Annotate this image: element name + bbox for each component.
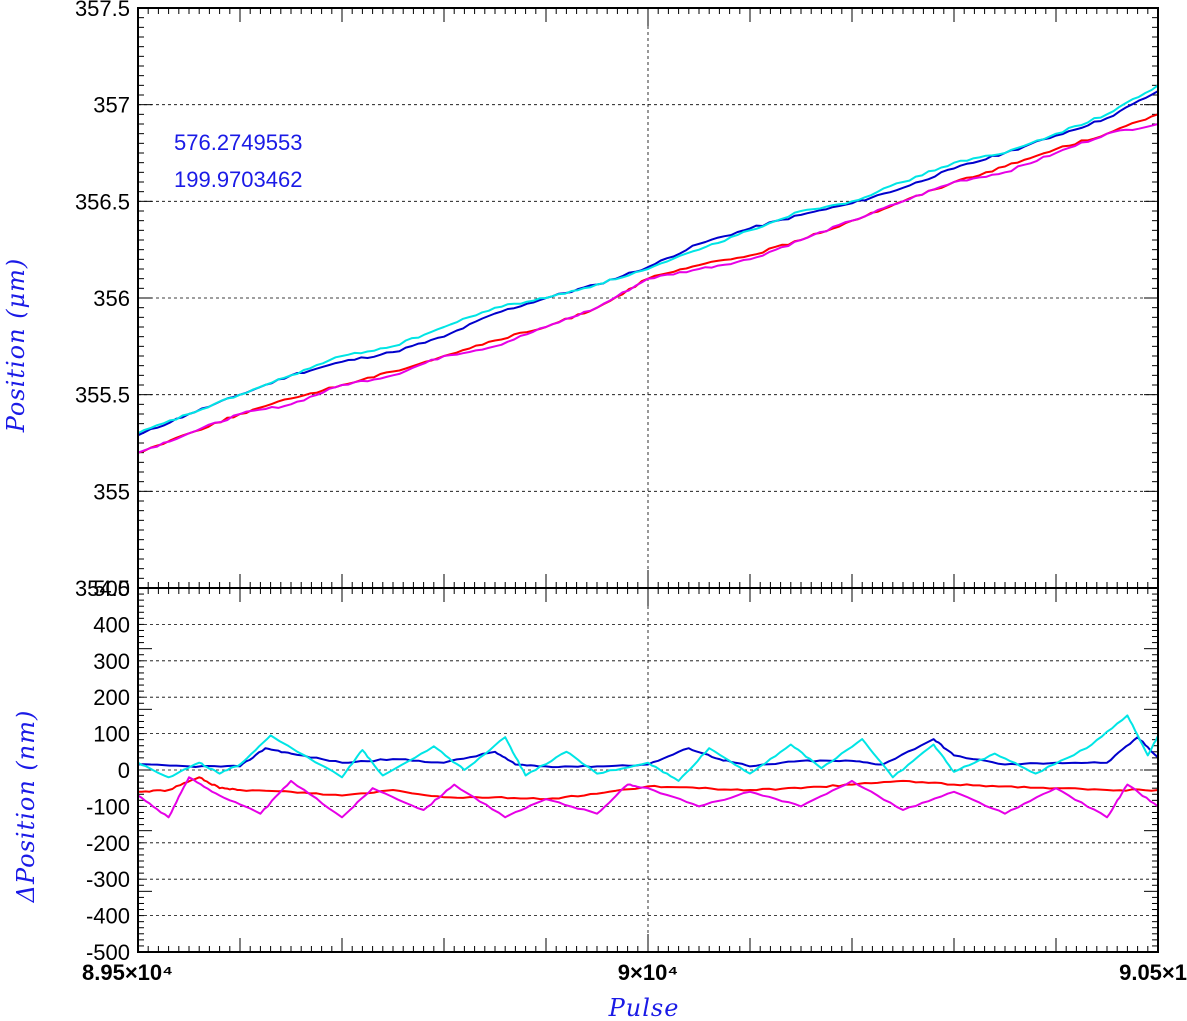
x-tick-label: 9.05×1 [1119,960,1187,985]
bottom-series-line-1 [137,714,1159,782]
x-tick-label: 8.95×10⁴ [82,960,173,985]
top-y-tick-label: 356 [93,286,130,311]
bottom-plot-frame [137,587,1159,953]
top-y-tick-label: 355 [93,479,130,504]
bottom-series-line-3 [137,776,1159,819]
bottom-y-tick-label: -400 [86,904,130,929]
top-series-line-0 [137,90,1159,437]
top-y-tick-label: 354.5 [75,576,130,601]
top-y-tick-label: 355.5 [75,383,130,408]
bottom-panel: 500 400 300 200 100 0 -100 -200 -300 -400 -5008.95… [82,576,1187,985]
bottom-y-tick-label: -100 [86,794,130,819]
bottom-y-tick-label: -300 [86,867,130,892]
bottom-y-axis-title: ΔPosition (nm) [12,710,40,904]
bottom-y-tick-label: -500 [86,940,130,965]
bottom-y-tick-label: 200 [93,685,130,710]
top-series-line-3 [137,123,1159,454]
top-panel: 357.5 357 356.5 356 355.5 355 354.5 [75,0,1159,601]
bottom-y-tick-label: -200 [86,831,130,856]
top-y-tick-label: 357.5 [75,0,130,21]
top-y-tick-label: 357 [93,93,130,118]
bottom-y-tick-label: 400 [93,612,130,637]
annotation-value-2: 199.9703462 [174,167,302,192]
bottom-y-tick-label: 300 [93,649,130,674]
x-axis-title: Pulse [608,994,680,1021]
bottom-series-line-0 [137,736,1159,769]
top-series-line-1 [137,84,1159,435]
top-y-axis-title: Position (μm) [2,258,30,434]
annotation-value-1: 576.2749553 [174,130,302,155]
top-y-tick-label: 356.5 [75,189,130,214]
bottom-y-tick-label: 0 [118,758,130,783]
x-tick-label: 9×10⁴ [618,960,678,985]
bottom-series-line-2 [137,776,1159,801]
bottom-y-tick-label: 500 [93,576,130,601]
bottom-y-tick-label: 100 [93,722,130,747]
